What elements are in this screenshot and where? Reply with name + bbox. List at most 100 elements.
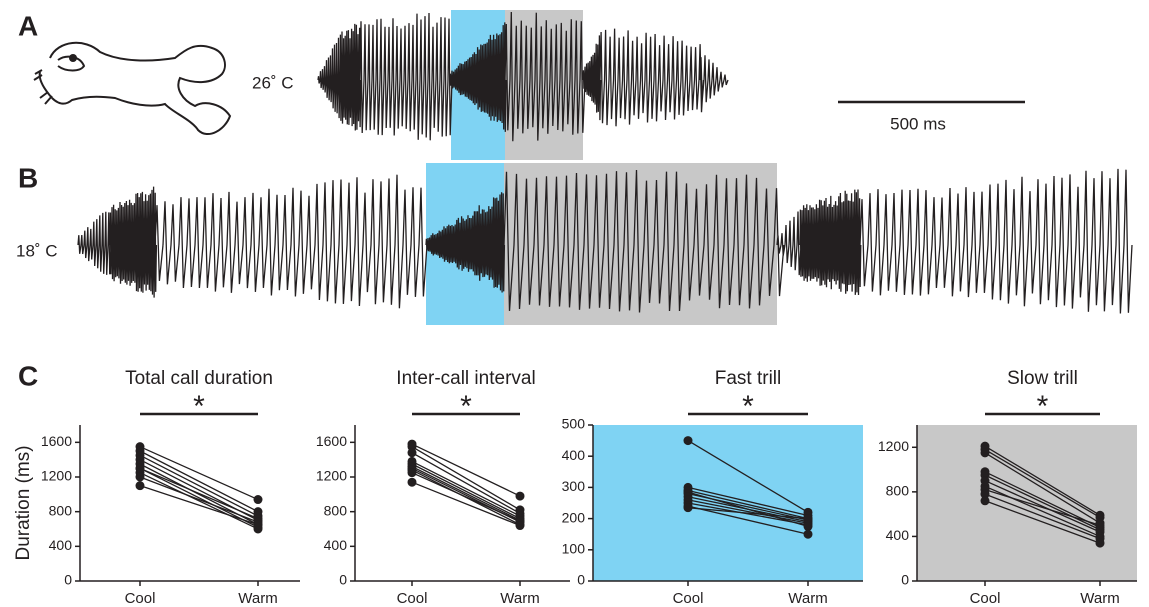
significance-marker: * (460, 390, 472, 423)
data-point (803, 520, 813, 530)
subject-line (139, 472, 259, 530)
temperature-label: 26˚ C (252, 73, 294, 92)
data-point (253, 520, 263, 530)
x-tick-label: Cool (970, 590, 1001, 607)
chart-title: Fast trill (715, 368, 782, 389)
data-point (980, 448, 990, 458)
y-tick-label: 800 (324, 502, 348, 518)
subject-line (687, 496, 809, 523)
chart: 0 400 800 1200 1600 Cool Warm Inter-call interv… (316, 368, 570, 607)
subject-line (139, 446, 259, 501)
data-point (253, 495, 263, 505)
subject-line (411, 472, 521, 522)
x-tick-label: Cool (673, 590, 704, 607)
subject-line (984, 471, 1101, 529)
data-point (1095, 520, 1105, 530)
frog-drawing (33, 41, 232, 135)
subject-line (139, 467, 259, 528)
y-tick-label: 400 (886, 527, 910, 543)
significance-marker: * (1037, 390, 1049, 423)
scale-bar-label: 500 ms (890, 114, 946, 133)
y-tick-label: 1600 (41, 433, 72, 449)
subject-line (687, 505, 809, 535)
data-point (407, 468, 417, 478)
frog-eye (69, 54, 77, 62)
chart: 0 100 200 300 400 500 Cool Warm Fast trill* (562, 368, 863, 607)
x-tick-label: Warm (500, 590, 539, 607)
subject-line (984, 474, 1101, 531)
y-tick-label: 100 (562, 541, 586, 557)
data-point (407, 448, 417, 458)
y-tick-label: 0 (577, 572, 585, 588)
data-point (1095, 538, 1105, 548)
data-point (515, 491, 525, 501)
subject-line (411, 463, 521, 520)
y-tick-label: 1200 (316, 468, 347, 484)
y-tick-label: 300 (562, 478, 586, 494)
subject-line (687, 489, 809, 520)
waveform (77, 168, 1133, 314)
y-tick-label: 1200 (41, 468, 72, 484)
chart-title: Slow trill (1007, 368, 1078, 389)
y-tick-label: 1200 (878, 438, 909, 454)
y-tick-label: 500 (562, 416, 586, 432)
significance-marker: * (742, 390, 754, 423)
x-tick-label: Cool (125, 590, 156, 607)
subject-line (984, 500, 1101, 544)
panel-label: B (18, 162, 38, 193)
subject-line (139, 450, 259, 513)
subject-line (984, 493, 1101, 540)
panel-label: A (18, 10, 38, 41)
y-tick-label: 0 (64, 572, 72, 588)
subject-line (984, 489, 1101, 526)
subject-line (687, 493, 809, 521)
subject-line (984, 485, 1101, 538)
chart-title: Total call duration (125, 368, 273, 389)
y-tick-label: 200 (562, 509, 586, 525)
subject-line (687, 440, 809, 513)
subject-line (411, 443, 521, 497)
y-tick-label: 800 (886, 483, 910, 499)
chart: 0 400 800 1200 Cool Warm Slow trill* (878, 368, 1137, 607)
subject-line (687, 507, 809, 520)
data-point (683, 503, 693, 513)
subject-line (984, 480, 1101, 533)
y-tick-label: 400 (562, 447, 586, 463)
subject-line (411, 460, 521, 517)
data-point (803, 529, 813, 539)
y-axis-label: Duration (ms) (13, 445, 34, 560)
subject-line (687, 502, 809, 526)
subject-line (411, 446, 521, 511)
data-point (980, 496, 990, 506)
chart: 0 400 800 1200 1600 Cool Warm Total call durati… (13, 368, 300, 607)
subject-line (984, 445, 1101, 516)
subject-line (687, 486, 809, 517)
y-tick-label: 400 (49, 537, 73, 553)
y-tick-label: 0 (339, 572, 347, 588)
x-tick-label: Warm (238, 590, 277, 607)
temperature-label: 18˚ C (16, 241, 58, 260)
subject-line (411, 481, 521, 527)
data-point (980, 489, 990, 499)
waveform (317, 11, 729, 142)
data-point (683, 436, 693, 446)
x-tick-label: Warm (1080, 590, 1119, 607)
chart-title: Inter-call interval (396, 368, 535, 389)
x-tick-label: Warm (788, 590, 827, 607)
data-point (803, 514, 813, 524)
panel-label: C (18, 360, 38, 391)
x-tick-label: Cool (397, 590, 428, 607)
subject-line (139, 467, 259, 520)
subject-line (411, 466, 521, 521)
significance-marker: * (193, 390, 205, 423)
subject-line (139, 485, 259, 526)
data-point (407, 477, 417, 487)
subject-line (411, 452, 521, 514)
y-tick-label: 0 (901, 572, 909, 588)
subject-line (687, 499, 809, 524)
y-tick-label: 800 (49, 502, 73, 518)
y-tick-label: 400 (324, 537, 348, 553)
data-point (135, 481, 145, 491)
y-tick-label: 1600 (316, 433, 347, 449)
